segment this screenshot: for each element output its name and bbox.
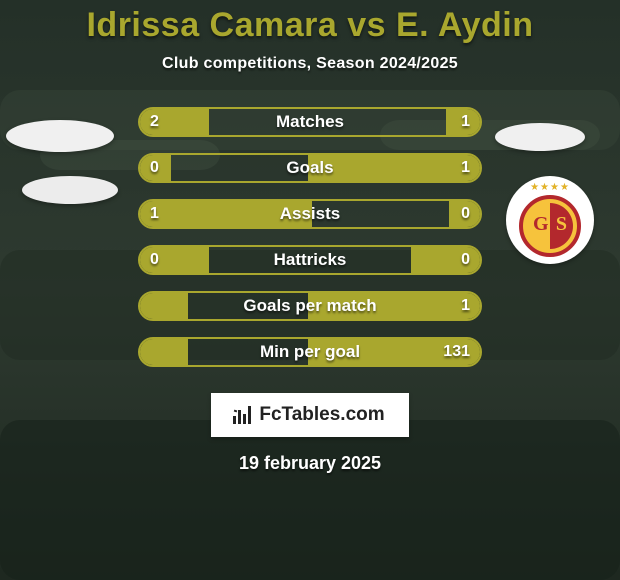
stat-row: Min per goal131 bbox=[0, 337, 620, 383]
stat-left-value: 2 bbox=[150, 107, 159, 137]
bar-track bbox=[138, 337, 482, 367]
stat-right-value: 0 bbox=[461, 245, 470, 275]
stat-right-value: 1 bbox=[461, 107, 470, 137]
bar-left-fill bbox=[140, 293, 188, 319]
stat-right-value: 0 bbox=[461, 199, 470, 229]
bar-chart-icon bbox=[233, 406, 251, 424]
bar-track bbox=[138, 291, 482, 321]
date-label: 19 february 2025 bbox=[239, 453, 381, 474]
fctables-badge: FcTables.com bbox=[211, 393, 408, 437]
bar-left-fill bbox=[140, 339, 188, 365]
bar-track bbox=[138, 199, 482, 229]
page-title: Idrissa Camara vs E. Aydin bbox=[86, 6, 533, 45]
stat-left-value: 0 bbox=[150, 153, 159, 183]
bar-track bbox=[138, 245, 482, 275]
stat-row: Goals per match1 bbox=[0, 291, 620, 337]
fctables-label: FcTables.com bbox=[259, 404, 384, 426]
bar-right-fill bbox=[308, 293, 480, 319]
stat-left-value: 1 bbox=[150, 199, 159, 229]
bar-left-fill bbox=[140, 201, 312, 227]
stat-right-value: 1 bbox=[461, 153, 470, 183]
bar-track bbox=[138, 107, 482, 137]
bar-right-fill bbox=[308, 155, 480, 181]
stat-row: Matches21 bbox=[0, 107, 620, 153]
stat-row: Assists10 bbox=[0, 199, 620, 245]
bar-track bbox=[138, 153, 482, 183]
stat-left-value: 0 bbox=[150, 245, 159, 275]
subtitle: Club competitions, Season 2024/2025 bbox=[162, 55, 458, 73]
stat-row: Goals01 bbox=[0, 153, 620, 199]
stat-right-value: 1 bbox=[461, 291, 470, 321]
content-root: Idrissa Camara vs E. Aydin Club competit… bbox=[0, 0, 620, 580]
stat-right-value: 131 bbox=[443, 337, 470, 367]
comparison-rows: Matches21Goals01Assists10Hattricks00Goal… bbox=[0, 107, 620, 383]
stat-row: Hattricks00 bbox=[0, 245, 620, 291]
